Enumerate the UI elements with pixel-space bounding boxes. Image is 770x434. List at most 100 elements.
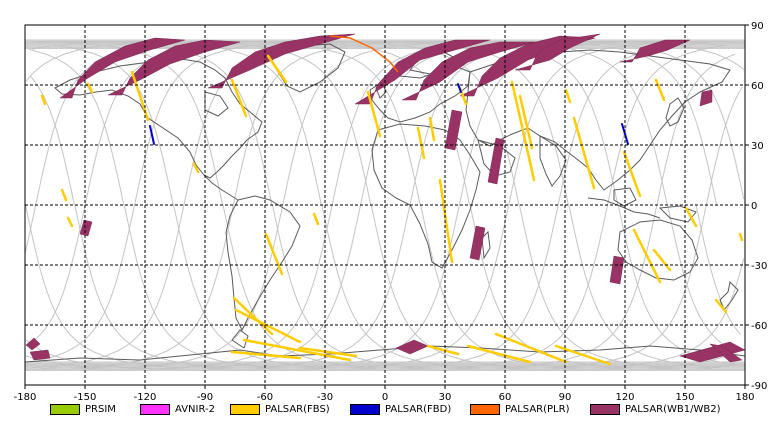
legend-swatch-avnir2: [140, 403, 170, 415]
palsar-plr-track: [329, 35, 399, 73]
fbs-strip: [234, 308, 302, 344]
wb-swath: [59, 37, 186, 99]
fbs-strip: [654, 78, 666, 102]
fbs-strip: [232, 296, 274, 336]
fbs-strip: [426, 344, 460, 356]
fbs-strip: [554, 344, 612, 366]
palsar-fbd-strips: [149, 83, 629, 145]
legend-label-fbs: PALSAR(FBS): [265, 403, 330, 415]
coast-india: [539, 135, 567, 187]
fbs-strip: [66, 216, 74, 228]
lat-tick-label: -90: [751, 381, 767, 392]
orbit-track: [25, 40, 745, 370]
fbs-strip: [60, 188, 68, 202]
coast-japan: [665, 97, 685, 127]
fbs-strip: [366, 90, 382, 138]
legend-label-wb: PALSAR(WB1/WB2): [625, 403, 721, 415]
legend-swatch-prsim: [50, 403, 80, 415]
graticule: [25, 25, 745, 385]
legend-swatch-fbs: [230, 403, 260, 415]
fbd-strip: [149, 125, 155, 145]
lon-tick-label: 180: [735, 392, 754, 403]
legend: PRSIM AVNIR-2 PALSAR(FBS) PALSAR(FBD) PA…: [0, 401, 770, 421]
wb-swath: [469, 225, 486, 261]
lat-tick-label: 0: [751, 201, 757, 212]
lat-tick-label: -60: [751, 321, 767, 332]
fbs-strip: [40, 94, 47, 106]
fbs-strip: [564, 88, 572, 104]
lon-tick-label: -60: [257, 392, 273, 403]
legend-item-wb: PALSAR(WB1/WB2): [590, 401, 721, 417]
palsar-fbs-strips: [40, 54, 744, 366]
coast-australia: [617, 219, 699, 281]
fbs-strip: [264, 232, 284, 276]
fbs-strip: [684, 206, 698, 228]
fbs-strip: [714, 298, 728, 314]
legend-item-prsim: PRSIM: [50, 401, 116, 417]
lon-tick-label: 150: [675, 392, 694, 403]
legend-item-plr: PALSAR(PLR): [470, 401, 569, 417]
lon-tick-label: -180: [14, 392, 37, 403]
orbit-track: [54, 40, 742, 370]
fbd-strip: [457, 83, 462, 93]
lat-tick-label: -30: [751, 261, 767, 272]
fbs-strip: [230, 78, 248, 118]
wb-swath: [25, 337, 41, 351]
fbs-strip: [466, 344, 532, 364]
lat-tick-label: 60: [751, 81, 764, 92]
coast-south-america: [225, 195, 301, 332]
fbd-strip: [621, 123, 629, 145]
orbit-track: [24, 40, 745, 370]
lon-tick-label: 0: [382, 392, 388, 403]
wb-swath: [459, 35, 596, 97]
legend-swatch-fbd: [350, 403, 380, 415]
fbs-strip: [738, 232, 744, 242]
lon-tick-label: -30: [317, 392, 333, 403]
fbs-strip: [428, 116, 436, 142]
fbs-strip: [312, 212, 320, 226]
lon-tick-label: 30: [439, 392, 452, 403]
legend-swatch-plr: [470, 403, 500, 415]
fbs-strip: [494, 332, 568, 364]
lon-tick-label: 120: [615, 392, 634, 403]
orbit-track: [25, 40, 735, 370]
fbs-strip: [518, 94, 534, 150]
wb-swath: [699, 89, 713, 107]
fbs-strip: [438, 178, 454, 264]
fbs-strip: [416, 126, 426, 160]
coast-antarctica: [24, 345, 746, 363]
wb-swath: [709, 343, 743, 363]
lon-tick-label: -120: [134, 392, 157, 403]
legend-label-avnir2: AVNIR-2: [175, 403, 215, 415]
axes: -180 -150 -120 -90 -60 -30 0 30 60 90 120 150 180 90 6…: [14, 21, 768, 403]
legend-item-fbs: PALSAR(FBS): [230, 401, 330, 417]
coast-indonesia: [587, 197, 661, 219]
coast-madagascar: [481, 230, 491, 260]
wb-swath: [487, 137, 505, 185]
fbs-strip: [510, 80, 536, 182]
plr-strip: [329, 35, 399, 73]
wb-swath: [514, 33, 601, 71]
legend-label-prsim: PRSIM: [85, 403, 116, 415]
fbs-strip: [622, 150, 642, 198]
wb-swath: [29, 349, 51, 361]
lon-tick-label: -150: [74, 392, 97, 403]
wb-swath: [401, 41, 536, 101]
palsar-wb-swaths: [25, 33, 746, 363]
legend-label-fbd: PALSAR(FBD): [385, 403, 452, 415]
lat-tick-label: 90: [751, 21, 764, 32]
legend-item-avnir2: AVNIR-2: [140, 401, 215, 417]
fbs-strip: [192, 162, 200, 174]
fbs-strip: [298, 346, 358, 358]
lat-tick-label: 30: [751, 141, 764, 152]
legend-swatch-wb: [590, 403, 620, 415]
fbs-strip: [86, 82, 94, 94]
fbs-strip: [266, 54, 288, 84]
coast-antarctic-peninsula: [231, 329, 249, 349]
fbs-strip: [242, 338, 352, 362]
wb-swath: [207, 33, 356, 89]
lon-tick-label: 90: [559, 392, 572, 403]
wb-swath: [619, 39, 691, 63]
lon-tick-label: -90: [197, 392, 213, 403]
